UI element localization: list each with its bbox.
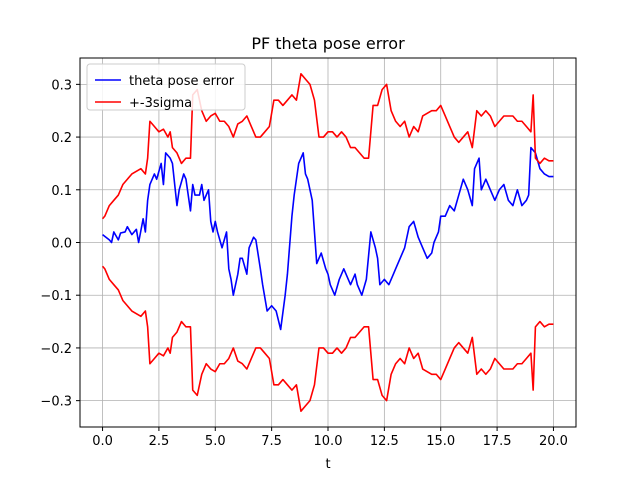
legend-box bbox=[86, 63, 246, 111]
x-tick-label: 7.5 bbox=[261, 434, 282, 449]
x-tick-label: 5.0 bbox=[205, 434, 226, 449]
x-tick-label: 15.0 bbox=[426, 434, 455, 449]
x-tick-label: 17.5 bbox=[483, 434, 512, 449]
x-tick-label: 12.5 bbox=[370, 434, 399, 449]
x-tick-label: 20.0 bbox=[539, 434, 568, 449]
y-tick-label: 0.1 bbox=[51, 184, 72, 199]
y-tick-label: 0.3 bbox=[51, 78, 72, 93]
series-line--3sigma bbox=[101, 73, 554, 220]
x-tick-label: 10.0 bbox=[314, 434, 343, 449]
x-axis-label: t bbox=[325, 457, 330, 472]
legend: theta pose error +-3sigma bbox=[86, 63, 246, 111]
y-tick-label: −0.1 bbox=[40, 289, 72, 304]
y-tick-label: 0.0 bbox=[51, 237, 72, 252]
y-tick-label: −0.3 bbox=[40, 395, 72, 410]
legend-label: theta pose error bbox=[129, 74, 235, 89]
x-tick-label: 0.0 bbox=[92, 434, 113, 449]
plot-area: 0.0 2.5 5.0 7.5 10.0 12.5 15.0 17.5 20.0 −0.3 −0.2… bbox=[40, 57, 577, 449]
chart-title: PF theta pose error bbox=[251, 34, 405, 53]
y-tick-label: −0.2 bbox=[40, 342, 72, 357]
legend-label: +-3sigma bbox=[129, 96, 192, 111]
y-tick-label: 0.2 bbox=[51, 131, 72, 146]
x-tick-label: 2.5 bbox=[149, 434, 170, 449]
series-line-theta-pose-error bbox=[102, 146, 554, 331]
series-line-minus-3sigma bbox=[101, 265, 554, 412]
